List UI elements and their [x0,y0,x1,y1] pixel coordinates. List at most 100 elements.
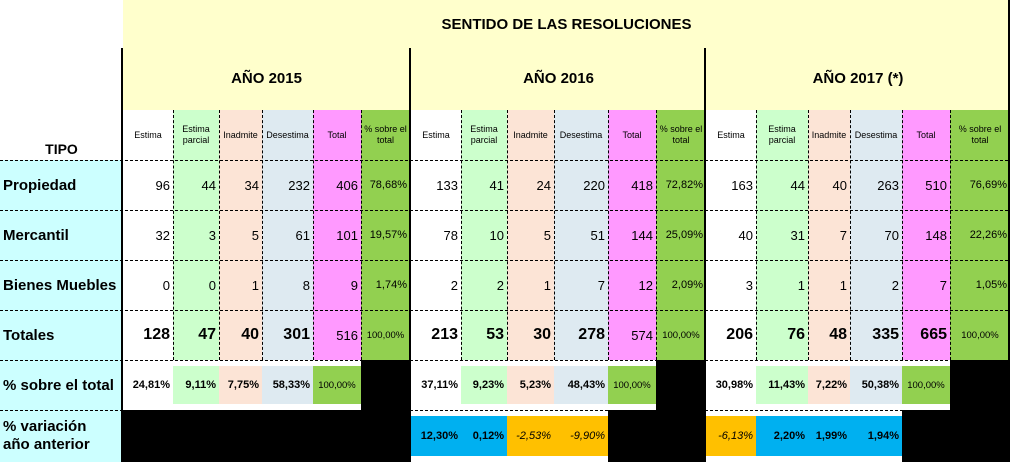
column-header: Total [313,110,361,160]
pct-total-cell: 7,75% [219,366,262,404]
column-header: Desestima [554,110,608,160]
table-cell: 40 [706,210,756,260]
table-cell: 510 [902,160,950,210]
totals-cell: 516 [313,310,361,360]
column-separator [313,110,315,360]
column-separator [608,110,610,360]
totals-cell: 47 [173,310,219,360]
pct-total-cell: 24,81% [123,366,173,404]
pct-total-cell: 50,38% [850,366,902,404]
table-cell: 1 [219,260,262,310]
column-header: Estima parcial [461,110,507,160]
pct-total-cell: 9,23% [461,366,507,404]
column-separator [262,110,264,360]
table-cell: 78,68% [361,160,410,210]
year-header-2017: AÑO 2017 (*) [812,69,904,87]
column-separator [361,110,363,360]
row-separator [0,360,1008,362]
row-separator [0,410,1008,412]
totals-cell: 278 [554,310,608,360]
table-cell: 144 [608,210,656,260]
pct-total-cell: 48,43% [554,366,608,404]
pct-total-cell: 100,00% [608,366,656,404]
totals-cell: 48 [808,310,850,360]
column-separator [850,110,852,360]
block-separator [121,48,123,462]
column-separator [507,110,509,360]
column-header: Total [608,110,656,160]
pct-total-filler [361,360,410,410]
column-header: Inadmite [507,110,554,160]
table-cell: 96 [123,160,173,210]
variacion-cell: 1,94% [850,416,902,456]
year-header-2015: AÑO 2015 [231,69,302,87]
tipo-header: TIPO [45,141,78,157]
pct-total-cell: 7,22% [808,366,850,404]
table-cell: 8 [262,260,313,310]
totals-cell: 206 [706,310,756,360]
table-title: SENTIDO DE LAS RESOLUCIONES [123,0,1010,48]
table-cell: 3 [706,260,756,310]
column-header: Estima parcial [173,110,219,160]
totals-cell: 574 [608,310,656,360]
totals-cell: 665 [902,310,950,360]
totals-cell: 213 [411,310,461,360]
row-label-pct-total: % sobre el total [0,360,123,410]
totals-cell: 100,00% [656,310,706,360]
table-cell: 41 [461,160,507,210]
table-cell: 1 [808,260,850,310]
table-cell: 1 [507,260,554,310]
row-label-propiedad: Propiedad [0,160,123,210]
variacion-cell: 0,12% [461,416,507,456]
pct-total-cell: 5,23% [507,366,554,404]
table-cell: 25,09% [656,210,706,260]
totals-cell: 76 [756,310,808,360]
column-header: Inadmite [808,110,850,160]
row-label-variacion: % variación año anterior [0,410,123,462]
pct-total-filler [656,360,706,410]
table-cell: 44 [756,160,808,210]
table-cell: 1,05% [950,260,1010,310]
pct-total-cell: 11,43% [756,366,808,404]
table-cell: 72,82% [656,160,706,210]
table-cell: 76,69% [950,160,1010,210]
block-separator [1008,0,1010,462]
totals-cell: 100,00% [950,310,1010,360]
column-header: % sobre el total [656,110,706,160]
table-cell: 418 [608,160,656,210]
variacion-2017-filler [902,410,1010,462]
column-header: % sobre el total [950,110,1010,160]
row-label-bienes-muebles: Bienes Muebles [0,260,123,310]
variacion-cell: 12,30% [411,416,461,456]
year-header-2016: AÑO 2016 [523,69,594,87]
row-label-totales: Totales [0,310,123,360]
column-header: Desestima [850,110,902,160]
table-cell: 19,57% [361,210,410,260]
table-cell: 24 [507,160,554,210]
column-header: Estima parcial [756,110,808,160]
column-separator [554,110,556,360]
table-cell: 2 [411,260,461,310]
column-header: Estima [123,110,173,160]
column-separator [950,110,952,360]
pct-total-cell: 58,33% [262,366,313,404]
table-cell: 148 [902,210,950,260]
table-cell: 34 [219,160,262,210]
totals-cell: 335 [850,310,902,360]
table-cell: 61 [262,210,313,260]
table-cell: 232 [262,160,313,210]
table-cell: 10 [461,210,507,260]
pct-total-cell: 37,11% [411,366,461,404]
table-cell: 163 [706,160,756,210]
variacion-label-line1: % variación [3,418,87,435]
column-separator [756,110,758,360]
table-cell: 12 [608,260,656,310]
column-separator [808,110,810,360]
row-separator [0,210,1008,212]
variacion-cell: -6,13% [706,416,756,456]
column-separator [173,110,175,360]
table-cell: 133 [411,160,461,210]
column-header: Estima [411,110,461,160]
table-cell: 70 [850,210,902,260]
table-cell: 263 [850,160,902,210]
